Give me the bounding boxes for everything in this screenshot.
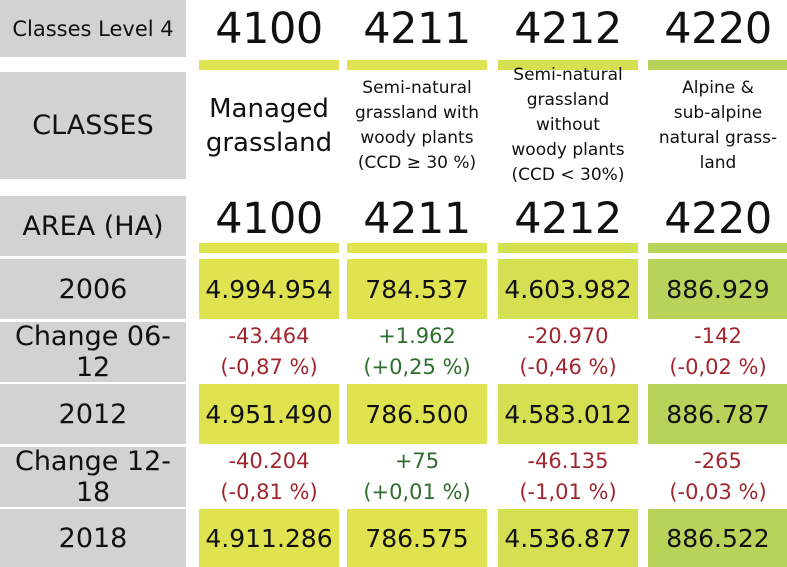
change-percent: (-1,01 %) <box>519 480 617 504</box>
class-description-4100: Managed grassland <box>199 72 339 179</box>
value-2018-4211: 786.575 <box>347 509 487 567</box>
label-change-12-18: Change 12-18 <box>0 446 186 508</box>
change-12-18-4220: -265 (-0,03 %) <box>648 447 787 507</box>
label-classes: CLASSES <box>0 72 186 179</box>
area-code-4100: 4100 <box>215 193 323 244</box>
class-description-line: (CCD < 30%) <box>511 165 625 185</box>
class-description-line: woody plants <box>360 127 474 148</box>
value-2012-4220: 886.787 <box>648 384 787 444</box>
label-classes-level4: Classes Level 4 <box>0 0 186 57</box>
class-code-4220: 4220 <box>664 3 772 54</box>
change-absolute: -40.204 <box>228 449 310 473</box>
change-absolute: -20.970 <box>527 324 609 348</box>
color-bar-area-4100 <box>199 243 339 253</box>
class-description-4220: Alpine & sub-alpine natural grass-land <box>648 72 787 179</box>
change-12-18-4100: -40.204 (-0,81 %) <box>199 447 339 507</box>
class-code-4212: 4212 <box>514 3 622 54</box>
color-bar-top-4100 <box>199 60 339 70</box>
value-2012-4212: 4.583.012 <box>498 384 638 444</box>
value-2012-4211: 786.500 <box>347 384 487 444</box>
change-percent: (+0,01 %) <box>363 480 471 504</box>
value-2006-4212: 4.603.982 <box>498 259 638 319</box>
change-percent: (-0,03 %) <box>669 480 767 504</box>
class-description-line: Alpine & <box>682 77 754 98</box>
change-06-12-4220: -142 (-0,02 %) <box>648 322 787 382</box>
value-2018-4212: 4.536.877 <box>498 509 638 567</box>
label-change-06-12: Change 06-12 <box>0 321 186 383</box>
change-absolute: +1.962 <box>378 324 456 348</box>
color-bar-area-4211 <box>347 243 487 253</box>
color-bar-top-4220 <box>648 60 787 70</box>
class-description-line: land <box>699 152 737 173</box>
class-description-line: (CCD ≥ 30 %) <box>357 152 477 173</box>
class-code-4211: 4211 <box>363 3 471 54</box>
value-2006-4100: 4.994.954 <box>199 259 339 319</box>
change-06-12-4100: -43.464 (-0,87 %) <box>199 322 339 382</box>
class-description-line: Semi-natural <box>513 65 623 85</box>
area-code-4220: 4220 <box>664 193 772 244</box>
value-2012-4100: 4.951.490 <box>199 384 339 444</box>
change-percent: (-0,02 %) <box>669 355 767 379</box>
change-06-12-4211: +1.962 (+0,25 %) <box>347 322 487 382</box>
class-description-line: sub-alpine <box>673 102 763 123</box>
class-code-4100: 4100 <box>215 3 323 54</box>
value-2018-4220: 886.522 <box>648 509 787 567</box>
change-06-12-4212: -20.970 (-0,46 %) <box>498 322 638 382</box>
class-description-4212: Semi-natural grassland without woody plant… <box>498 65 638 185</box>
change-absolute: -265 <box>694 449 742 473</box>
change-absolute: -142 <box>694 324 742 348</box>
change-percent: (-0,81 %) <box>220 480 318 504</box>
label-2006: 2006 <box>0 259 186 319</box>
class-description-line: natural grass- <box>658 127 778 148</box>
class-description-line: grassland <box>205 127 333 158</box>
class-description-line: woody plants <box>511 140 625 160</box>
area-code-4212: 4212 <box>514 193 622 244</box>
area-code-4211: 4211 <box>363 193 471 244</box>
value-2006-4220: 886.929 <box>648 259 787 319</box>
class-description-4211: Semi-natural grassland with woody plants (C… <box>347 72 487 179</box>
class-description-line: Managed <box>209 93 329 124</box>
value-2006-4211: 784.537 <box>347 259 487 319</box>
class-description-line: Semi-natural <box>362 77 472 98</box>
label-2012: 2012 <box>0 384 186 444</box>
change-absolute: -43.464 <box>228 324 310 348</box>
change-percent: (-0,87 %) <box>220 355 318 379</box>
change-12-18-4211: +75 (+0,01 %) <box>347 447 487 507</box>
change-percent: (-0,46 %) <box>519 355 617 379</box>
color-bar-top-4212 <box>498 60 638 70</box>
color-bar-top-4211 <box>347 60 487 70</box>
color-bar-area-4220 <box>648 243 787 253</box>
class-description-line: grassland without <box>526 90 610 135</box>
class-description-line: grassland with <box>354 102 480 123</box>
label-2018: 2018 <box>0 509 186 567</box>
change-absolute: -46.135 <box>527 449 609 473</box>
change-absolute: +75 <box>394 449 440 473</box>
color-bar-area-4212 <box>498 243 638 253</box>
change-12-18-4212: -46.135 (-1,01 %) <box>498 447 638 507</box>
label-area: AREA (HA) <box>0 196 186 256</box>
change-percent: (+0,25 %) <box>363 355 471 379</box>
value-2018-4100: 4.911.286 <box>199 509 339 567</box>
